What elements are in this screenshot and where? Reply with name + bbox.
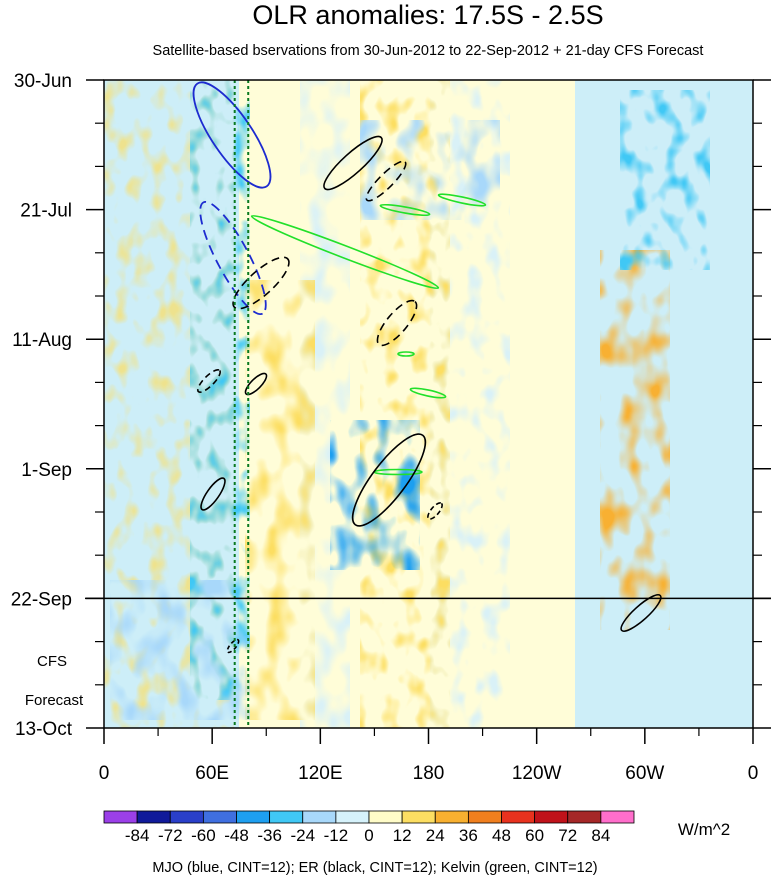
colorbar-swatch <box>169 810 204 824</box>
forecast-label-line1: CFS <box>37 653 67 670</box>
x-tick-label: 120E <box>298 763 342 784</box>
field-cold-band-d <box>620 90 710 270</box>
colorbar-swatch <box>202 810 237 824</box>
y-tick-label: 30-Jun <box>14 71 72 92</box>
colorbar-tick-label: 12 <box>393 826 412 845</box>
x-tick-label: 60W <box>625 763 664 784</box>
er-contour <box>351 433 427 527</box>
field-cold-band-e <box>360 120 500 220</box>
er-contour-dashed <box>376 299 418 347</box>
colorbar-tick-label: -48 <box>224 826 249 845</box>
colorbar-swatch <box>302 810 337 824</box>
colorbar-tick-label: -24 <box>290 826 315 845</box>
kelvin-contour <box>250 214 440 290</box>
x-tick-label: 120W <box>512 763 562 784</box>
chart-subtitle: Satellite-based bservations from 30-Jun-… <box>153 43 704 59</box>
kelvin-contour <box>379 203 431 217</box>
colorbar-swatch <box>434 810 469 824</box>
colorbar-units: W/m^2 <box>678 820 730 839</box>
field-warm-band-a <box>245 280 315 720</box>
kelvin-contour <box>409 387 447 399</box>
colorbar-tick-label: 84 <box>591 826 610 845</box>
kelvin-contour <box>437 193 487 207</box>
colorbar-tick-label: 72 <box>558 826 577 845</box>
colorbar-swatch <box>501 810 536 824</box>
y-tick-label: 1-Sep <box>21 460 72 481</box>
reference-lines <box>233 80 250 728</box>
colorbar-tick-label: -84 <box>125 826 150 845</box>
er-contour-dashed <box>232 256 290 310</box>
x-axis: 0 60E 120E 180 120W 60W 0 <box>99 728 759 784</box>
field-cold-band-c <box>110 580 250 720</box>
colorbar-swatch <box>335 810 370 824</box>
x-tick-label: 0 <box>99 763 110 784</box>
colorbar-swatch <box>136 810 171 824</box>
x-tick-label: 60E <box>195 763 229 784</box>
er-contour-dashed <box>226 638 240 654</box>
colorbar-swatch <box>401 810 436 824</box>
colorbar-tick-label: 36 <box>459 826 478 845</box>
er-contours <box>197 135 662 654</box>
er-contour <box>200 477 226 511</box>
colorbar-tick-label: 48 <box>492 826 511 845</box>
kelvin-contour <box>397 351 415 357</box>
er-contour <box>323 135 383 191</box>
colorbar-tick-label: 0 <box>364 826 373 845</box>
colorbar-swatch <box>567 810 602 824</box>
x-tick-label: 0 <box>748 763 759 784</box>
y-axis: 30-Jun 21-Jul 11-Aug 1-Sep 22-Sep 13-Oct <box>11 71 771 740</box>
colorbar-tick-label: -72 <box>158 826 183 845</box>
y-tick-label: 11-Aug <box>12 330 72 351</box>
colorbar-swatch <box>103 810 138 824</box>
forecast-label-line2: Forecast <box>25 692 84 709</box>
colorbar-tick-label: -36 <box>257 826 282 845</box>
colorbar-tick-label: -12 <box>324 826 349 845</box>
colorbar-swatch <box>534 810 569 824</box>
er-contour-dashed <box>427 502 443 520</box>
colorbar-tick-label: 60 <box>525 826 544 845</box>
field-cold-band-b <box>330 420 420 570</box>
colorbar-swatch <box>236 810 271 824</box>
y-tick-label: 22-Sep <box>11 589 72 610</box>
contour-legend: MJO (blue, CINT=12); ER (black, CINT=12)… <box>152 860 597 876</box>
er-contour <box>620 594 662 632</box>
colorbar-tick-label: -60 <box>191 826 216 845</box>
y-tick-label: 21-Jul <box>20 201 72 222</box>
colorbar: -84 -72 -60 -48 -36 -24 -12 0 12 24 36 48 60 72 84 <box>103 810 635 845</box>
colorbar-swatch <box>269 810 304 824</box>
colorbar-swatch <box>467 810 502 824</box>
chart-title: OLR anomalies: 17.5S - 2.5S <box>252 0 603 30</box>
er-contour <box>244 372 268 396</box>
anomaly-field <box>104 80 753 728</box>
x-tick-label: 180 <box>413 763 445 784</box>
mjo-contour-dashed <box>199 200 267 316</box>
er-contour-dashed <box>365 160 407 202</box>
colorbar-swatch <box>600 810 635 824</box>
y-tick-label: 13-Oct <box>15 719 73 740</box>
colorbar-swatch <box>368 810 403 824</box>
colorbar-tick-label: 24 <box>426 826 445 845</box>
field-warm-band-c <box>600 250 670 630</box>
er-contour-dashed <box>197 369 221 393</box>
